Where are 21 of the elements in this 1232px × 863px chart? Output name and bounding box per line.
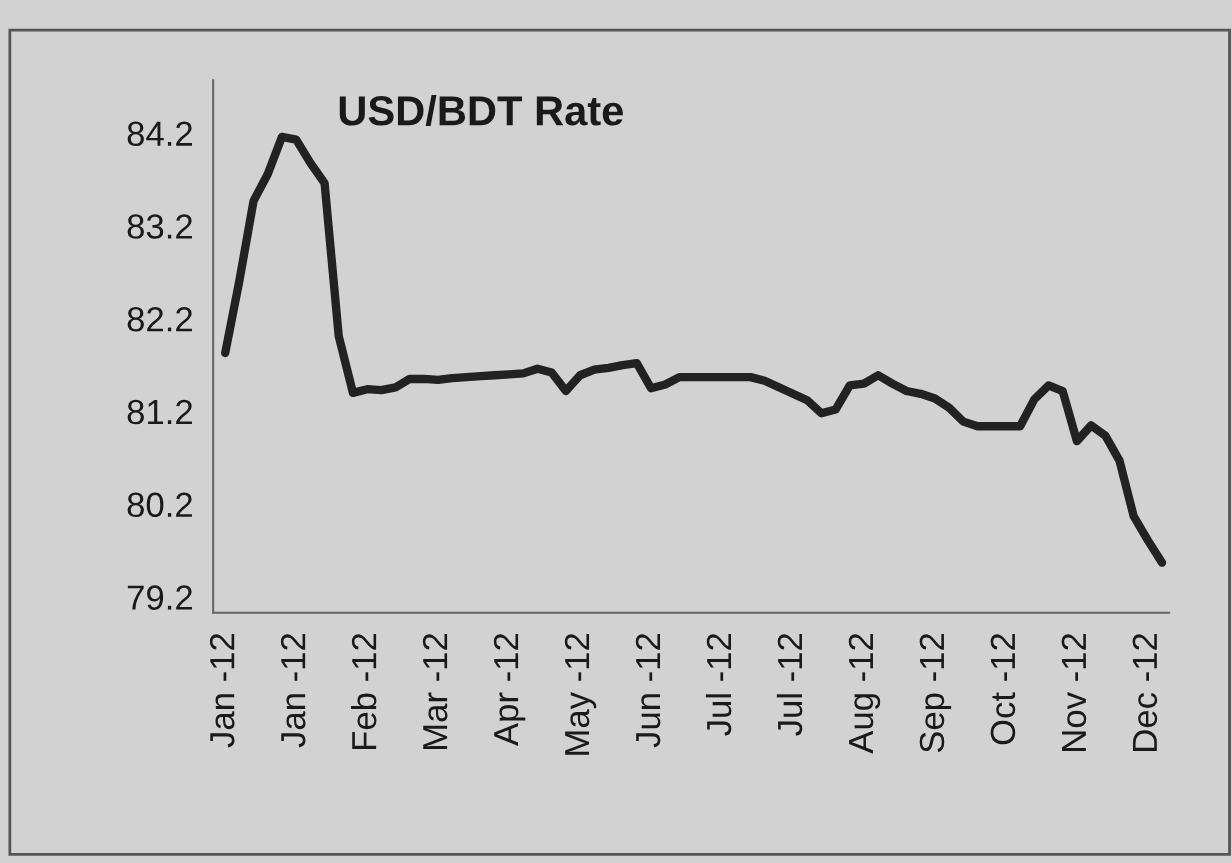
x-tick-label: Feb -12 <box>350 633 377 749</box>
y-tick-label: 79.2 <box>127 585 192 610</box>
y-tick-label: 82.2 <box>127 307 192 332</box>
x-tick-label: Dec -12 <box>1132 633 1158 751</box>
y-tick-label: 81.2 <box>127 399 192 425</box>
x-tick-label: Jun -12 <box>635 633 661 748</box>
x-tick-label: May -12 <box>564 633 597 755</box>
y-tick-label: 80.2 <box>127 492 192 518</box>
x-tick-label: Nov -12 <box>1061 633 1087 751</box>
x-tick-label: Mar -12 <box>422 633 448 749</box>
x-tick-label: Apr -12 <box>493 633 526 746</box>
x-tick-label: Jan -12 <box>280 633 306 748</box>
x-tick-label: Jul -12 <box>705 633 732 736</box>
chart-title: USD/BDT Rate <box>339 94 623 127</box>
y-tick-label: 84.2 <box>127 121 192 147</box>
x-tick-label: Aug -12 <box>848 633 881 754</box>
x-tick-label: Jan -12 <box>209 633 235 748</box>
x-tick-label: Oct -12 <box>990 633 1016 745</box>
x-tick-label: Sep -12 <box>919 633 952 753</box>
x-tick-label: Jul -12 <box>776 633 803 736</box>
y-tick-label: 83.2 <box>127 214 192 239</box>
